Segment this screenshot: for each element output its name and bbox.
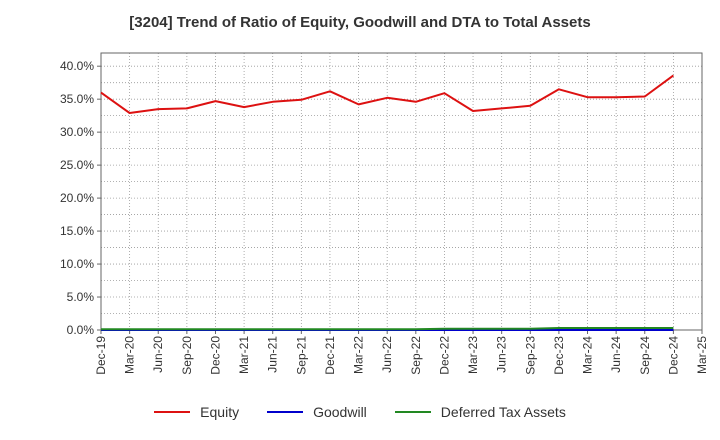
y-tick-label: 40.0% bbox=[60, 59, 94, 73]
legend-label-equity: Equity bbox=[200, 404, 240, 420]
x-tick-label: Mar-23 bbox=[466, 336, 480, 374]
legend-swatch-goodwill bbox=[267, 411, 304, 413]
legend-item-equity: Equity bbox=[154, 404, 239, 420]
legend-label-goodwill: Goodwill bbox=[313, 404, 367, 420]
x-tick-label: Dec-23 bbox=[552, 336, 566, 375]
legend-item-deferred-tax-assets: Deferred Tax Assets bbox=[394, 404, 566, 420]
x-tick-label: Dec-22 bbox=[437, 336, 451, 375]
series-line-equity bbox=[100, 74, 674, 114]
x-tick-label: Sep-24 bbox=[638, 336, 652, 375]
x-tick-label: Sep-21 bbox=[294, 336, 308, 375]
x-tick-label: Sep-22 bbox=[409, 336, 423, 375]
x-tick-label: Dec-21 bbox=[323, 336, 337, 375]
plot-frame bbox=[100, 52, 703, 331]
x-tick-label: Jun-23 bbox=[495, 336, 509, 373]
x-tick-label: Mar-25 bbox=[695, 336, 709, 374]
x-axis: Dec-19 Mar-20 Jun-20 Sep-20 Dec-20 Mar-21 Jun-… bbox=[94, 330, 709, 375]
x-tick-label: Mar-24 bbox=[581, 336, 595, 374]
x-tick-label: Jun-20 bbox=[151, 336, 165, 373]
series bbox=[100, 74, 674, 331]
y-tick-label: 5.0% bbox=[67, 290, 95, 304]
y-tick-label: 30.0% bbox=[60, 125, 94, 139]
legend-swatch-equity bbox=[154, 411, 191, 413]
legend: Equity Goodwill Deferred Tax Assets bbox=[0, 404, 720, 420]
x-tick-label: Sep-23 bbox=[523, 336, 537, 375]
legend-swatch-deferred-tax-assets bbox=[394, 411, 431, 413]
y-tick-label: 20.0% bbox=[60, 191, 94, 205]
legend-item-goodwill: Goodwill bbox=[267, 404, 367, 420]
legend-label-deferred-tax-assets: Deferred Tax Assets bbox=[440, 404, 566, 420]
y-tick-label: 15.0% bbox=[60, 224, 94, 238]
grid bbox=[100, 53, 703, 331]
x-tick-label: Mar-21 bbox=[237, 336, 251, 374]
series-line-deferred-tax-assets bbox=[101, 327, 674, 331]
x-tick-label: Jun-22 bbox=[380, 336, 394, 373]
x-tick-label: Jun-21 bbox=[266, 336, 280, 373]
x-tick-label: Mar-20 bbox=[123, 336, 137, 374]
x-tick-label: Mar-22 bbox=[352, 336, 366, 374]
y-axis: 0.0% 5.0% 10.0% 15.0% 20.0% 25.0% 30.0% 35.0% 40… bbox=[60, 59, 101, 337]
x-tick-label: Dec-19 bbox=[94, 336, 108, 375]
x-tick-label: Dec-20 bbox=[208, 336, 222, 375]
y-tick-label: 10.0% bbox=[60, 257, 94, 271]
x-tick-label: Jun-24 bbox=[609, 336, 623, 373]
x-tick-label: Dec-24 bbox=[666, 336, 680, 375]
y-tick-label: 25.0% bbox=[60, 158, 94, 172]
x-tick-label: Sep-20 bbox=[180, 336, 194, 375]
y-tick-label: 0.0% bbox=[67, 323, 95, 337]
chart-title: [3204] Trend of Ratio of Equity, Goodwil… bbox=[129, 14, 591, 31]
y-tick-label: 35.0% bbox=[60, 92, 94, 106]
